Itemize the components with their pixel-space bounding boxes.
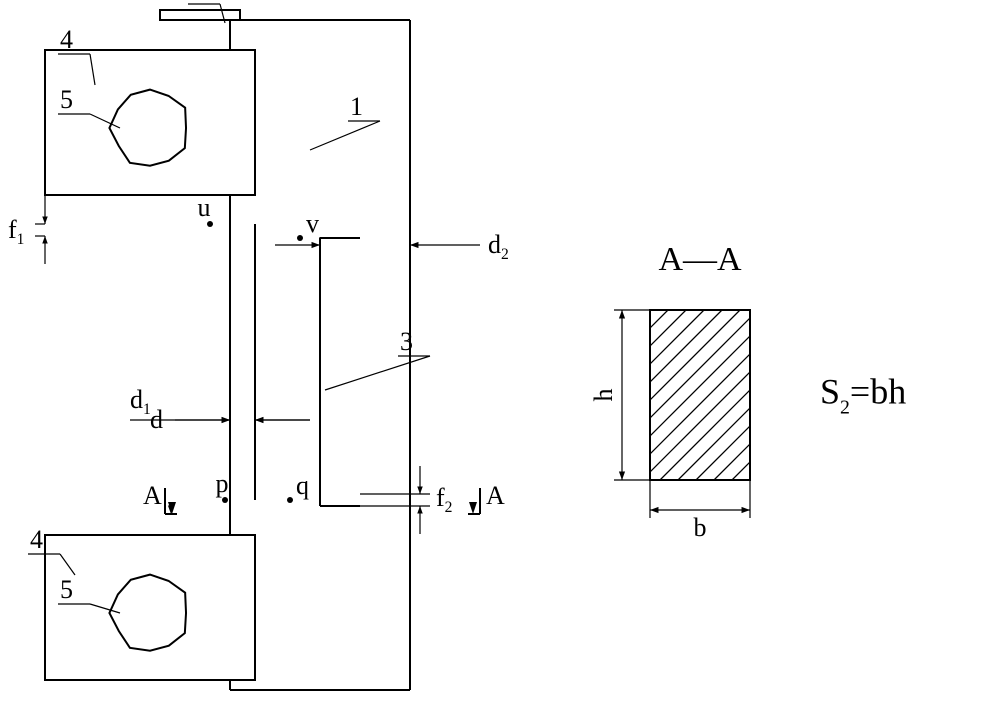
svg-text:f2: f2 bbox=[436, 483, 452, 516]
svg-text:d2: d2 bbox=[488, 230, 509, 263]
svg-text:A: A bbox=[486, 481, 505, 510]
svg-text:1: 1 bbox=[350, 92, 363, 121]
svg-text:u: u bbox=[198, 193, 211, 222]
svg-text:4: 4 bbox=[60, 25, 73, 54]
svg-text:3: 3 bbox=[400, 327, 413, 356]
svg-text:S2=bh: S2=bh bbox=[820, 372, 906, 419]
svg-text:5: 5 bbox=[60, 575, 73, 604]
svg-text:2: 2 bbox=[190, 0, 203, 4]
svg-text:A—A: A—A bbox=[658, 241, 742, 278]
svg-text:A: A bbox=[143, 481, 162, 510]
svg-text:q: q bbox=[296, 471, 309, 500]
svg-text:5: 5 bbox=[60, 85, 73, 114]
svg-text:p: p bbox=[216, 469, 229, 498]
svg-text:f1: f1 bbox=[8, 215, 24, 248]
svg-text:b: b bbox=[694, 513, 707, 542]
svg-text:h: h bbox=[589, 389, 618, 402]
svg-text:v: v bbox=[306, 209, 319, 238]
svg-text:d1: d1 bbox=[130, 385, 151, 418]
svg-text:4: 4 bbox=[30, 525, 43, 554]
